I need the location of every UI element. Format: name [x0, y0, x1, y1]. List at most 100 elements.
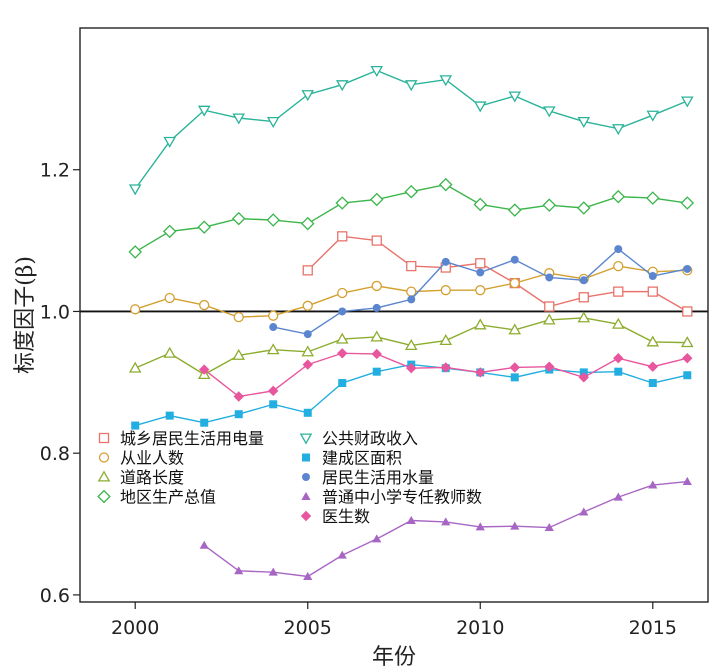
data-point	[335, 332, 349, 344]
series-group	[128, 177, 695, 259]
data-point	[577, 201, 591, 215]
data-point	[372, 534, 382, 543]
series-line	[307, 235, 688, 313]
data-point	[234, 566, 244, 575]
data-point	[300, 216, 315, 231]
data-point	[301, 345, 315, 357]
legend-marker	[301, 491, 311, 500]
data-point	[372, 367, 381, 376]
data-point	[683, 264, 692, 273]
data-point	[544, 361, 555, 372]
legend-marker	[300, 510, 312, 522]
series-group	[128, 311, 694, 380]
data-point	[369, 192, 384, 207]
data-point	[371, 348, 382, 360]
data-point	[269, 323, 278, 332]
data-point	[542, 106, 556, 118]
series-group	[128, 65, 694, 196]
data-point	[648, 272, 657, 281]
data-point	[165, 411, 174, 420]
data-point	[301, 90, 315, 102]
series-group	[302, 231, 693, 317]
data-point	[337, 231, 348, 242]
y-tick-label: 1.2	[40, 160, 70, 182]
tick-layer: 2000 2005 2010 2015 0.6 0.8 1.0 1.2	[40, 160, 677, 639]
data-point	[614, 367, 623, 376]
data-point	[441, 257, 450, 266]
data-point	[406, 362, 417, 374]
legend-label: 普通中小学专任教师数	[322, 488, 482, 507]
data-point	[648, 379, 657, 388]
legend-marker	[302, 473, 310, 481]
data-point	[614, 245, 623, 254]
data-point	[473, 101, 487, 113]
data-point	[509, 277, 520, 289]
data-point	[404, 80, 418, 92]
data-point	[646, 335, 660, 347]
data-point	[475, 367, 486, 378]
data-point	[128, 245, 142, 259]
data-point	[338, 307, 347, 316]
data-point	[578, 292, 589, 303]
data-point	[577, 117, 591, 129]
data-point	[128, 184, 142, 196]
y-tick-label: 0.6	[40, 585, 70, 607]
legend-item: 地区生产总值	[97, 488, 216, 507]
legend-label: 公共财政收入	[322, 429, 418, 448]
data-point	[266, 213, 281, 227]
data-point	[475, 285, 486, 296]
legend-marker	[299, 433, 313, 445]
data-point	[681, 336, 694, 348]
data-point	[337, 287, 348, 299]
data-point	[404, 338, 418, 351]
data-point	[682, 353, 693, 364]
data-point	[648, 480, 658, 489]
data-point	[611, 317, 625, 329]
data-point	[303, 330, 312, 339]
data-point	[128, 361, 142, 373]
data-point	[162, 224, 177, 239]
legend-label: 道路长度	[120, 468, 184, 487]
data-point	[163, 346, 177, 358]
data-point	[372, 303, 381, 312]
legend-label: 医生数	[322, 507, 370, 526]
data-point	[406, 286, 417, 297]
data-point	[542, 313, 556, 325]
data-point	[542, 198, 557, 212]
data-point	[681, 96, 694, 108]
data-point	[646, 191, 660, 205]
data-point	[510, 521, 520, 530]
data-point	[407, 295, 416, 304]
data-point	[507, 203, 522, 217]
data-point	[335, 196, 350, 210]
legend-item: 公共财政收入	[299, 429, 418, 448]
data-point	[406, 515, 416, 524]
data-point	[439, 75, 453, 87]
data-point	[680, 196, 695, 210]
data-point	[371, 280, 382, 292]
data-point	[440, 362, 451, 373]
data-point	[234, 410, 243, 419]
series-group	[269, 245, 692, 339]
data-point	[438, 177, 453, 192]
data-point	[338, 379, 347, 388]
data-point	[646, 110, 660, 122]
plot-frame	[79, 27, 709, 603]
data-point	[579, 276, 588, 285]
data-point	[682, 476, 692, 485]
data-point	[544, 522, 554, 532]
legend-marker	[97, 489, 111, 504]
data-point	[302, 300, 313, 311]
data-point	[647, 361, 658, 372]
data-point	[578, 372, 589, 383]
x-tick-label: 2010	[456, 617, 504, 639]
data-point	[337, 348, 348, 359]
legend-label: 从业人数	[120, 449, 184, 468]
series-layer	[128, 65, 695, 580]
legend-label: 居民生活用水量	[322, 468, 434, 487]
data-point	[197, 105, 211, 117]
legend-label: 城乡居民生活用电量	[120, 429, 264, 448]
data-point	[544, 301, 555, 312]
data-point	[510, 373, 519, 382]
